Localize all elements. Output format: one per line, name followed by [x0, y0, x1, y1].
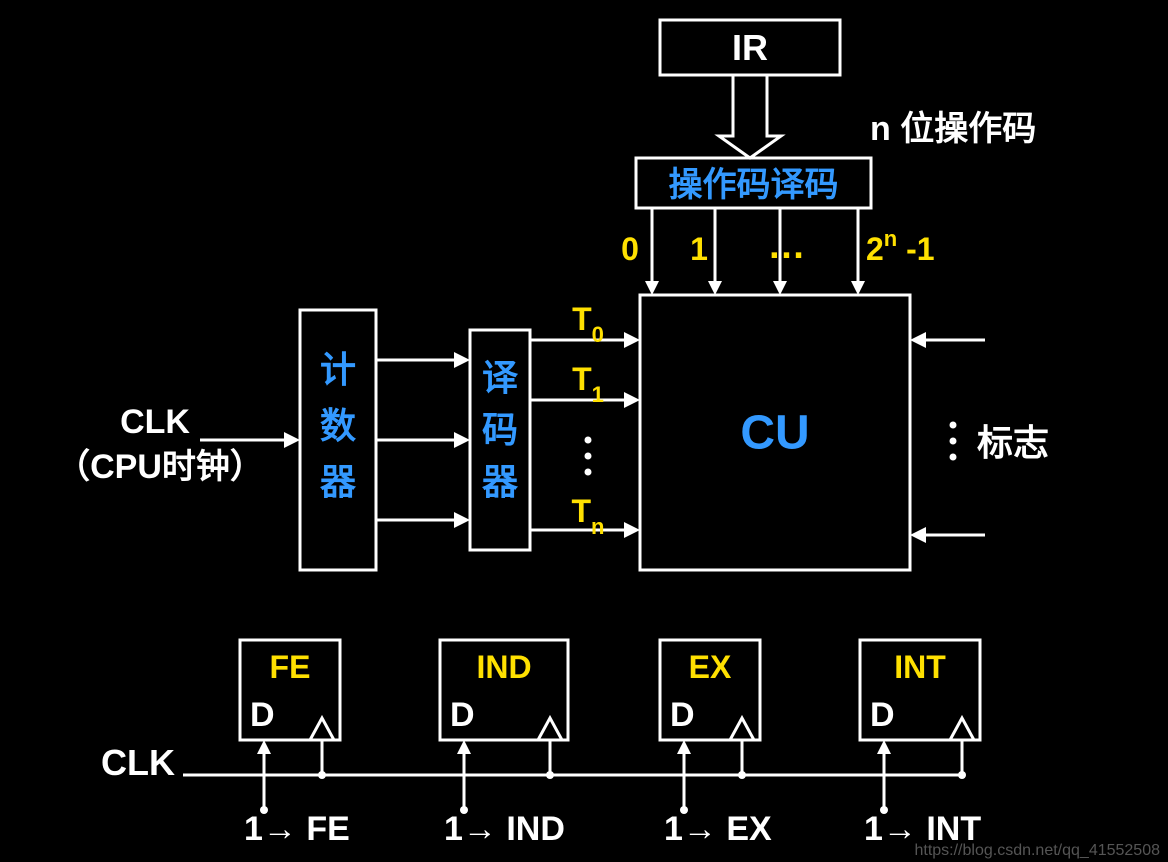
clk-label-bottom: CLK: [101, 742, 175, 783]
: 1: [690, 231, 708, 267]
sig-ind: 1→ IND: [444, 810, 565, 848]
watermark: https://blog.csdn.net/qq_41552508: [914, 842, 1160, 859]
: 数: [320, 405, 356, 446]
ff-ex-label: EX: [689, 649, 732, 685]
clk-sub-label: （CPU时钟）: [56, 447, 264, 486]
ff-int-label: INT: [894, 649, 946, 685]
cu-label: CU: [740, 407, 809, 460]
opcode-decoder-label: 操作码译码: [669, 166, 839, 204]
ir-label: IR: [732, 27, 768, 68]
sig-fe: 1→ FE: [244, 810, 350, 848]
: 器: [482, 461, 519, 502]
nbit-label: n 位操作码: [870, 110, 1036, 148]
: 码: [482, 409, 518, 450]
svg-text:2n -1: 2n -1: [866, 226, 935, 267]
ff-fe-label: FE: [270, 649, 311, 685]
: 器: [320, 461, 357, 502]
: D: [250, 696, 275, 734]
clk-label-top: CLK: [120, 403, 190, 441]
sig-ex: 1→ EX: [664, 810, 772, 848]
: D: [450, 696, 475, 734]
: 0: [621, 231, 639, 267]
: D: [870, 696, 895, 734]
: 计: [320, 349, 356, 390]
: …: [768, 225, 806, 267]
ff-ind-label: IND: [476, 649, 531, 685]
flags-label: 标志: [977, 422, 1049, 463]
: D: [670, 696, 695, 734]
: 译: [482, 357, 519, 398]
